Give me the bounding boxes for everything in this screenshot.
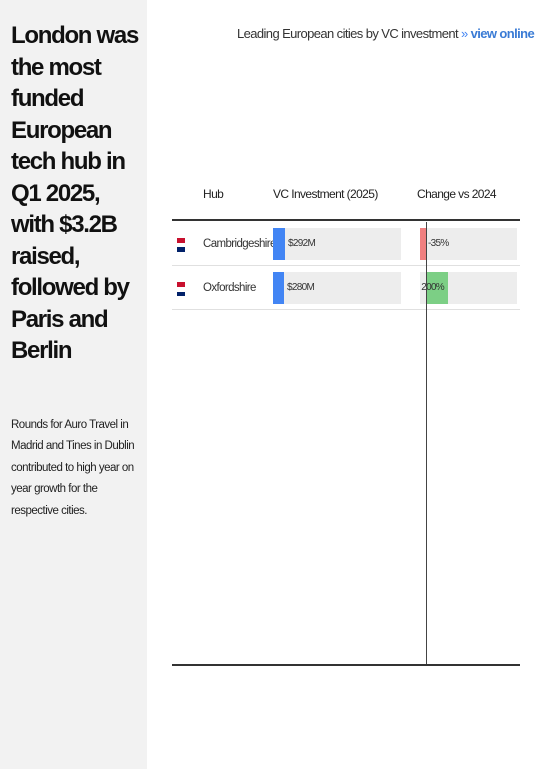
change-track: 200%: [420, 272, 517, 305]
summary-panel: London was the most funded European tech…: [0, 0, 147, 769]
investment-label: $280M: [287, 282, 315, 294]
change-zero-line: [426, 222, 427, 664]
chart-title: Leading European cities by VC investment…: [237, 26, 535, 41]
row-divider: [172, 309, 520, 311]
header-divider: [172, 219, 520, 221]
column-header-investment: VC Investment (2025): [273, 187, 378, 201]
investment-bar: [273, 272, 284, 305]
table-row: Oxfordshire $280M 200%: [172, 268, 520, 311]
footnote: Rounds for Auro Travel in Madrid and Tin…: [11, 418, 135, 517]
investment-track: $292M: [273, 228, 401, 260]
investment-track: $280M: [273, 272, 401, 305]
hub-name: Oxfordshire: [203, 282, 256, 295]
headline: London was the most funded European tech…: [11, 22, 139, 364]
hub-name: Cambridgeshire: [203, 238, 276, 250]
table-row: Cambridgeshire $292M -35%: [172, 224, 520, 266]
investment-bar: [273, 228, 285, 260]
change-track: -35%: [420, 228, 517, 260]
view-online-link[interactable]: view online: [470, 26, 535, 41]
chevron-right-icon: »: [460, 26, 468, 41]
investment-label: $292M: [288, 238, 316, 249]
row-divider: [172, 265, 520, 266]
table-bottom-divider: [172, 664, 520, 666]
uk-flag-icon: [177, 238, 185, 252]
change-bar: [420, 228, 426, 260]
column-header-change: Change vs 2024: [417, 187, 497, 201]
change-label: -35%: [428, 238, 449, 249]
uk-flag-icon: [177, 282, 185, 297]
chart-title-text: Leading European cities by VC investment: [237, 26, 459, 41]
change-bar: [426, 272, 448, 305]
column-header-hub: Hub: [203, 187, 224, 201]
change-label: 200%: [421, 282, 444, 294]
